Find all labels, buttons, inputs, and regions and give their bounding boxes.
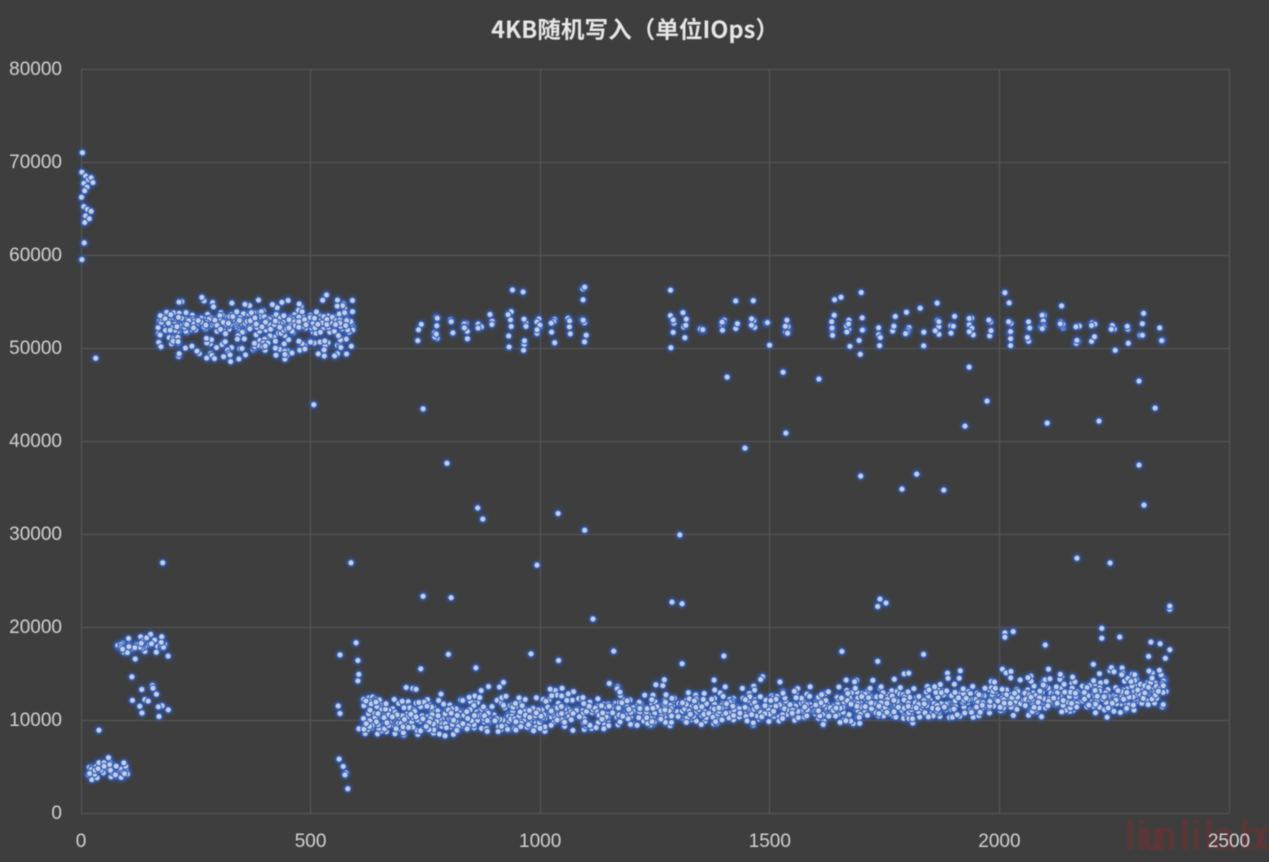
svg-text:u: u — [1141, 812, 1167, 859]
svg-text:l: l — [1203, 812, 1215, 859]
svg-text:b: b — [1239, 812, 1265, 859]
svg-text:li: li — [1124, 812, 1147, 859]
svg-text:n: n — [1151, 812, 1177, 859]
svg-text:a: a — [1212, 812, 1236, 859]
svg-text:d: d — [1257, 812, 1269, 859]
svg-text:li: li — [1179, 812, 1202, 859]
